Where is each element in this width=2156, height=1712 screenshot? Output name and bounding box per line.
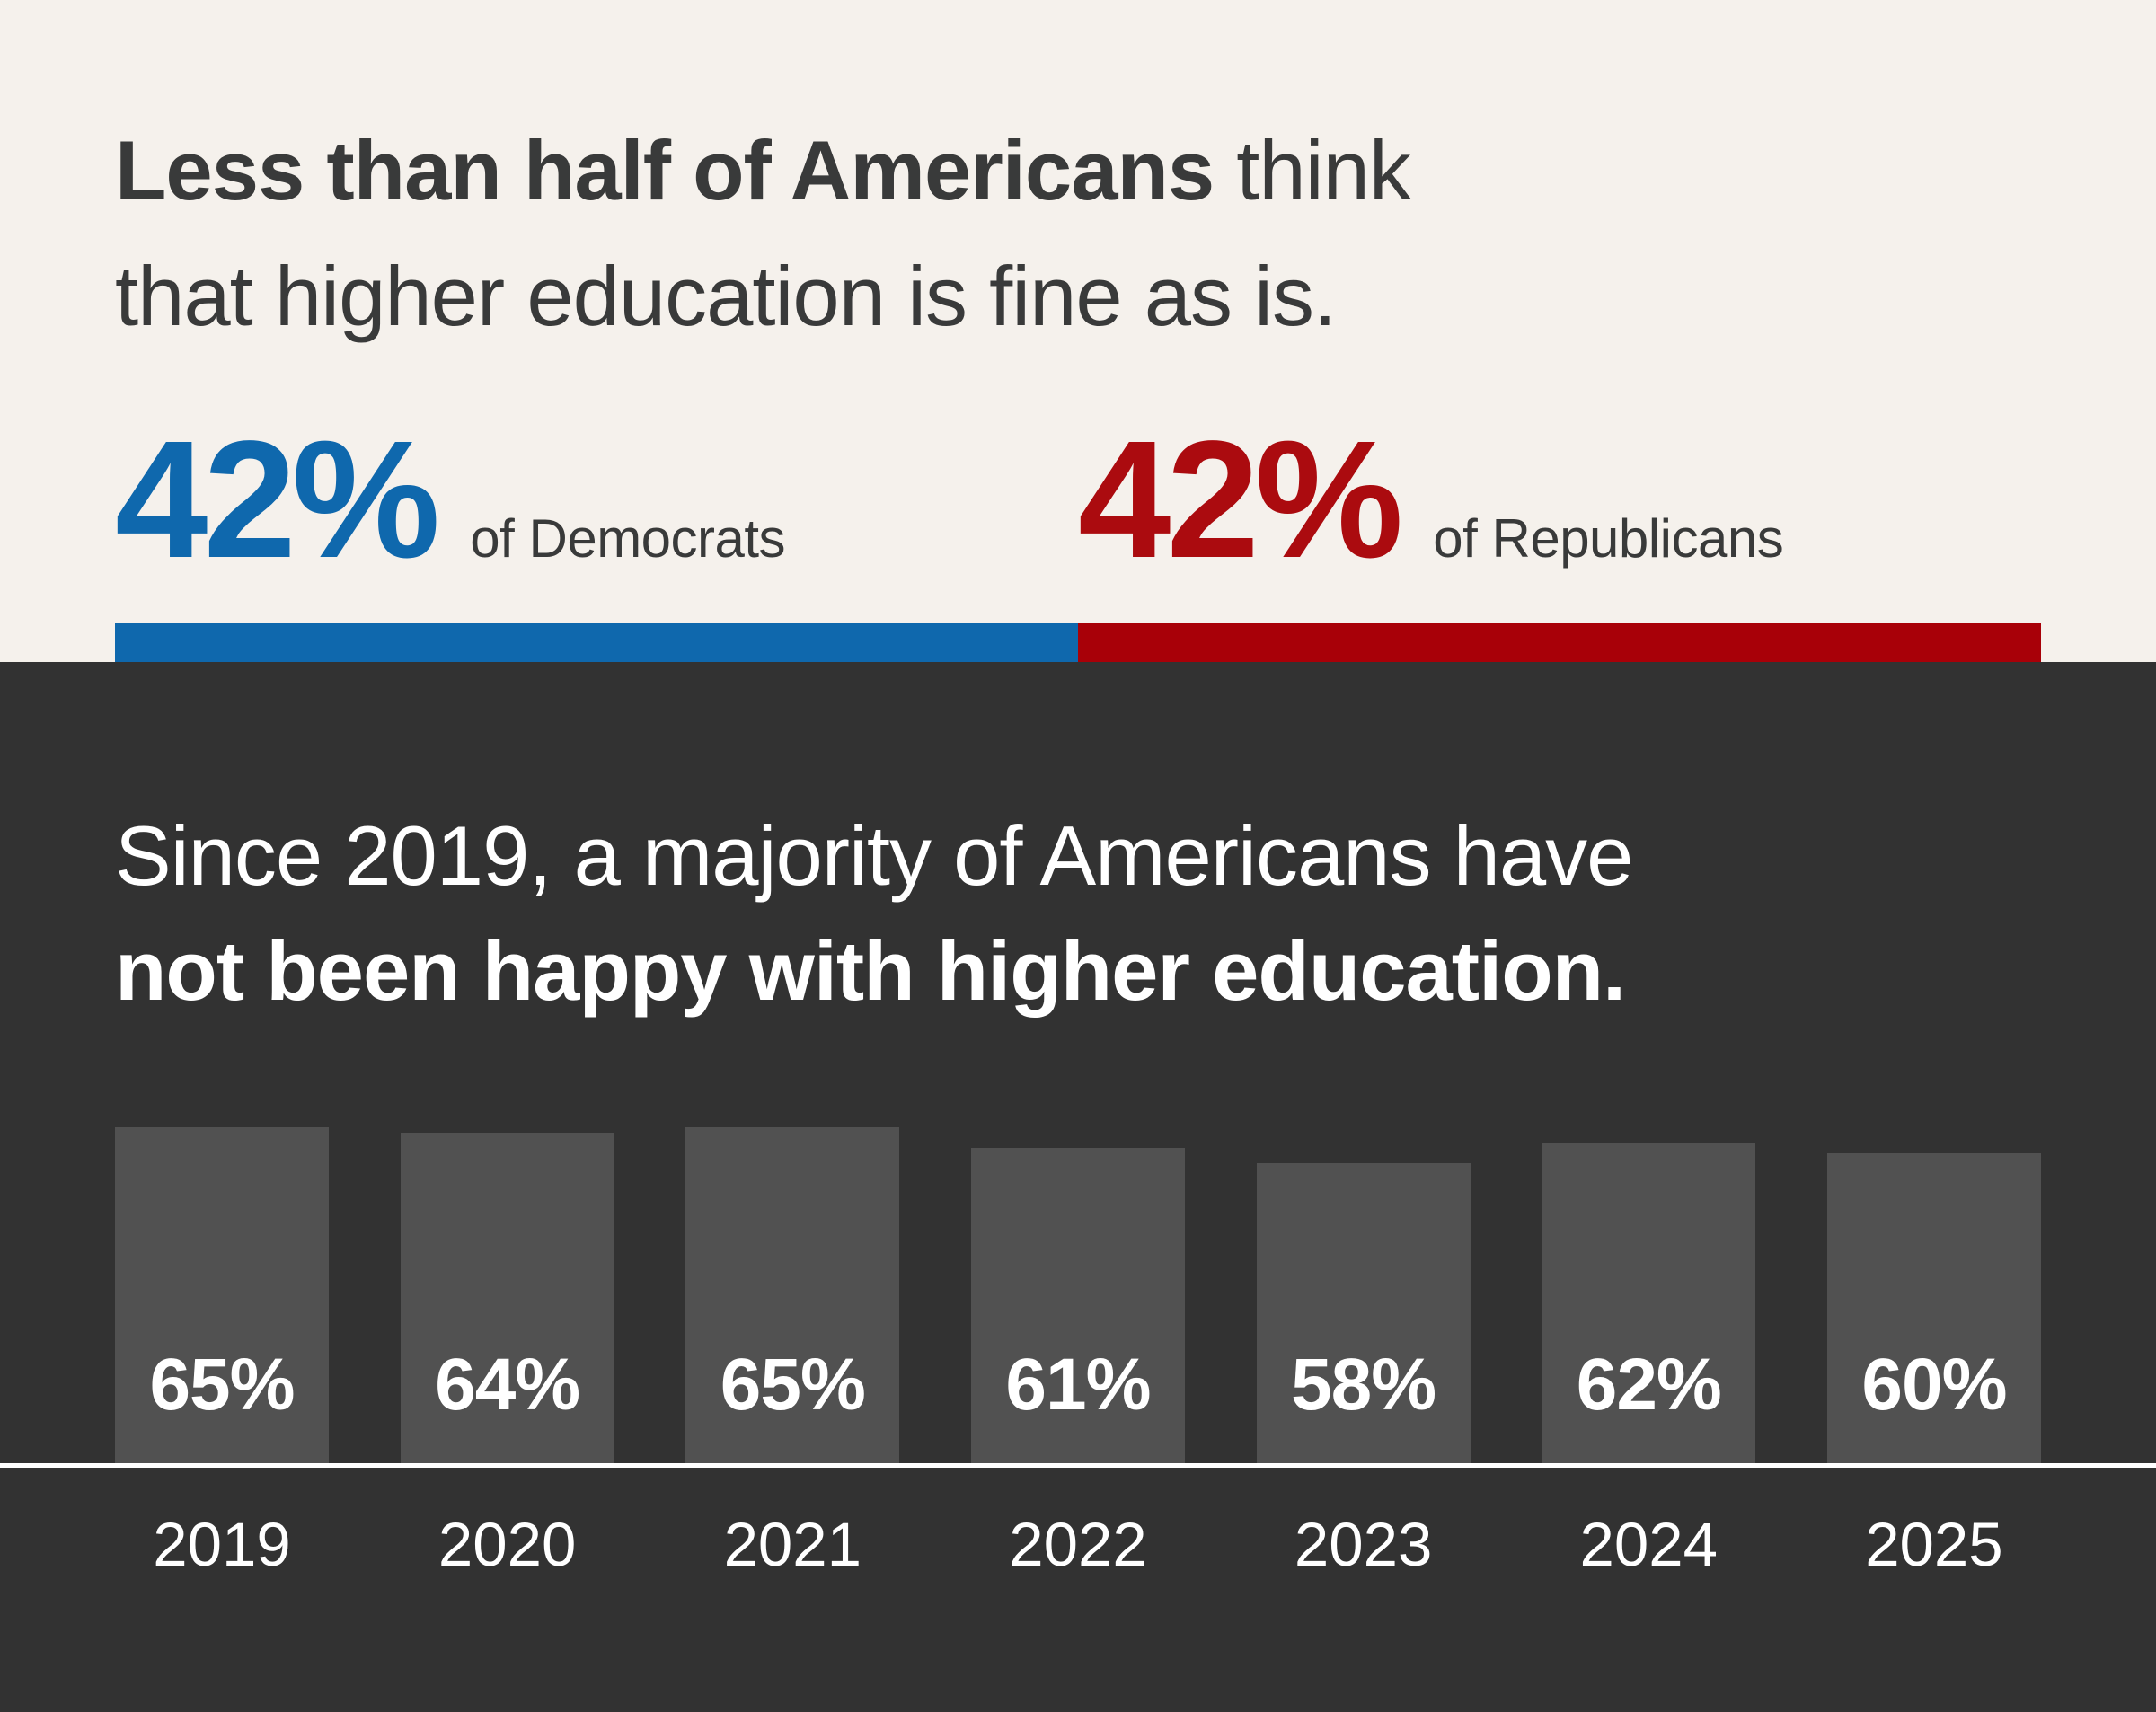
democrat-percentage: 42% (115, 407, 440, 593)
bottom-headline: Since 2019, a majority of Americans have… (0, 662, 2156, 1028)
bar-2025: 60% (1826, 1153, 2041, 1463)
stats-row: 42% of Democrats 42% of Republicans (0, 417, 2156, 584)
year-label-2025: 2025 (1865, 1510, 2003, 1579)
year-label-2019: 2019 (153, 1510, 291, 1579)
bottom-headline-regular: Since 2019, a majority of Americans have (115, 808, 1633, 903)
bar-value-label: 62% (1576, 1344, 1722, 1425)
year-label-2022: 2022 (1009, 1510, 1147, 1579)
top-headline-line2: that higher education is fine as is. (115, 249, 1337, 343)
split-bar-segment-democrats (115, 623, 1078, 662)
top-section: Less than half of Americans think that hi… (0, 0, 2156, 662)
bar-value-label: 61% (1005, 1344, 1151, 1425)
party-split-bar (115, 623, 2041, 662)
top-headline-bold: Less than half of Americans (115, 123, 1215, 217)
bar-2024: 62% (1542, 1143, 1756, 1463)
bar-2019: 65% (115, 1127, 329, 1463)
bar-value-label: 64% (435, 1344, 580, 1425)
bar-2020: 64% (400, 1133, 614, 1463)
bar-chart: 65% 64% 65% 61% 58% 62% 60% 2019 2020 2021 2022 20… (0, 1127, 2156, 1580)
top-headline: Less than half of Americans think that hi… (0, 0, 2156, 359)
bar-2022: 61% (970, 1148, 1185, 1463)
year-label-2021: 2021 (723, 1510, 862, 1579)
chart-baseline (0, 1463, 2156, 1468)
bar-value-label: 58% (1291, 1344, 1436, 1425)
republican-percentage: 42% (1078, 407, 1403, 593)
bar-2021: 65% (685, 1127, 900, 1463)
year-label-2024: 2024 (1579, 1510, 1719, 1579)
stat-democrats: 42% of Democrats (115, 417, 1078, 584)
bar-value-label: 60% (1861, 1344, 2007, 1425)
year-label-2023: 2023 (1294, 1510, 1433, 1579)
chart-year-labels: 2019 2020 2021 2022 2023 2024 2025 (0, 1509, 2156, 1580)
democrat-label: of Democrats (470, 508, 786, 569)
bar-2023: 58% (1256, 1163, 1471, 1463)
bottom-section: Since 2019, a majority of Americans have… (0, 662, 2156, 1712)
bar-value-label: 65% (149, 1344, 295, 1425)
chart-bars: 65% 64% 65% 61% 58% 62% 60% (0, 1127, 2156, 1463)
bottom-headline-bold: not been happy with higher education. (115, 923, 1626, 1018)
stat-republicans: 42% of Republicans (1078, 417, 2041, 584)
year-label-2020: 2020 (437, 1510, 577, 1579)
republican-label: of Republicans (1433, 508, 1784, 569)
top-headline-regular: think (1214, 123, 1411, 217)
split-bar-segment-republicans (1078, 623, 2041, 662)
bar-value-label: 65% (720, 1344, 866, 1425)
